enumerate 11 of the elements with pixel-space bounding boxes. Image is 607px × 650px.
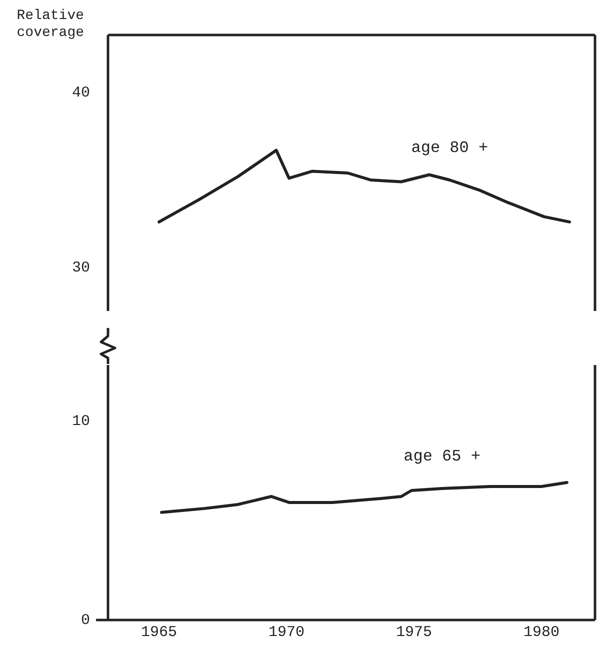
y-tick-label: 30 — [72, 259, 90, 276]
x-tick-label: 1970 — [268, 624, 304, 641]
y-axis-title: Relative coverage — [8, 8, 84, 42]
x-tick-label: 1965 — [140, 624, 178, 641]
x-tick-label: 1975 — [396, 624, 432, 641]
y-tick-label: 10 — [72, 412, 90, 430]
series-label: age 65 + — [404, 448, 480, 466]
y-tick-label: 40 — [72, 84, 90, 102]
series-label: age 80 + — [411, 138, 488, 157]
x-tick-label: 1980 — [523, 624, 560, 641]
y-tick-label: 0 — [80, 612, 90, 629]
